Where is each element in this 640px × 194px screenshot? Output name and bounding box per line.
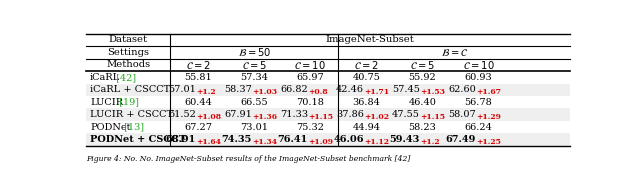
Text: 59.43: 59.43 (390, 135, 420, 144)
Text: Dataset: Dataset (109, 36, 148, 44)
Text: +1.02: +1.02 (364, 113, 390, 121)
Text: +1.67: +1.67 (477, 88, 502, 96)
Text: 58.23: 58.23 (408, 123, 436, 132)
Text: $\mathcal{C}=10$: $\mathcal{C}=10$ (294, 59, 326, 71)
Text: Figure 4: No. No. ImageNet-Subset results of the ImageNet-Subset benchmark [42]: Figure 4: No. No. ImageNet-Subset result… (86, 155, 410, 163)
Text: 55.92: 55.92 (408, 73, 436, 82)
Text: +1.12: +1.12 (364, 138, 390, 146)
Text: $\mathcal{C}=2$: $\mathcal{C}=2$ (354, 59, 379, 71)
Text: +1.2: +1.2 (420, 138, 440, 146)
Text: +1.2: +1.2 (196, 88, 216, 96)
Text: +1.15: +1.15 (308, 113, 333, 121)
Text: ImageNet-Subset: ImageNet-Subset (326, 36, 415, 44)
Text: 67.91: 67.91 (224, 110, 252, 119)
Text: 68.91: 68.91 (166, 135, 196, 144)
Text: +1.09: +1.09 (308, 138, 333, 146)
Text: PODNet: PODNet (90, 123, 131, 132)
Text: 57.34: 57.34 (241, 73, 268, 82)
Text: iCaRL: iCaRL (90, 73, 120, 82)
Bar (86, 84, 570, 96)
Text: 71.33: 71.33 (280, 110, 308, 119)
Text: $\mathcal{C}=5$: $\mathcal{C}=5$ (410, 59, 435, 71)
Text: 74.35: 74.35 (221, 135, 252, 144)
Text: PODNet + CSCCT: PODNet + CSCCT (90, 135, 186, 144)
Text: LUCIR + CSCCT: LUCIR + CSCCT (90, 110, 173, 119)
Text: 57.45: 57.45 (392, 85, 420, 94)
Text: +1.29: +1.29 (477, 113, 501, 121)
Text: +1.03: +1.03 (252, 88, 278, 96)
Text: +1.34: +1.34 (252, 138, 278, 146)
Text: 60.93: 60.93 (465, 73, 492, 82)
Bar (86, 108, 570, 121)
Text: Methods: Methods (106, 60, 150, 69)
Text: 61.52: 61.52 (168, 110, 196, 119)
Text: +1.25: +1.25 (477, 138, 501, 146)
Text: 46.06: 46.06 (333, 135, 364, 144)
Text: $\mathcal{C}=2$: $\mathcal{C}=2$ (186, 59, 211, 71)
Text: 56.78: 56.78 (465, 98, 492, 107)
Text: 57.01: 57.01 (168, 85, 196, 94)
Text: 37.86: 37.86 (336, 110, 364, 119)
Text: 76.41: 76.41 (278, 135, 308, 144)
Text: 40.75: 40.75 (353, 73, 380, 82)
Text: +1.53: +1.53 (420, 88, 445, 96)
Text: +1.15: +1.15 (420, 113, 445, 121)
Text: 42.46: 42.46 (336, 85, 364, 94)
Text: $\mathcal{B}=50$: $\mathcal{B}=50$ (237, 46, 271, 58)
Text: 58.07: 58.07 (448, 110, 476, 119)
Text: $\mathcal{C}=10$: $\mathcal{C}=10$ (463, 59, 495, 71)
Text: 65.97: 65.97 (296, 73, 324, 82)
Text: +1.08: +1.08 (196, 113, 221, 121)
Text: +1.71: +1.71 (364, 88, 390, 96)
Text: 58.37: 58.37 (224, 85, 252, 94)
Text: 44.94: 44.94 (353, 123, 380, 132)
Text: 47.55: 47.55 (392, 110, 420, 119)
Bar (86, 133, 570, 146)
Text: 70.18: 70.18 (296, 98, 324, 107)
Text: $\mathcal{B}=\mathcal{C}$: $\mathcal{B}=\mathcal{C}$ (440, 47, 468, 58)
Text: 67.49: 67.49 (445, 135, 476, 144)
Text: iCaRL + CSCCT: iCaRL + CSCCT (90, 85, 170, 94)
Text: [42]: [42] (113, 73, 136, 82)
Text: 46.40: 46.40 (408, 98, 436, 107)
Text: 66.55: 66.55 (241, 98, 268, 107)
Text: 55.81: 55.81 (184, 73, 212, 82)
Text: 66.82: 66.82 (280, 85, 308, 94)
Text: $\mathcal{C}=5$: $\mathcal{C}=5$ (242, 59, 267, 71)
Text: 73.01: 73.01 (241, 123, 268, 132)
Text: 67.27: 67.27 (184, 123, 212, 132)
Text: +0.8: +0.8 (308, 88, 328, 96)
Text: Settings: Settings (107, 48, 149, 57)
Text: +1.36: +1.36 (252, 113, 277, 121)
Text: [13]: [13] (122, 123, 145, 132)
Text: 66.24: 66.24 (465, 123, 492, 132)
Text: [19]: [19] (116, 98, 139, 107)
Text: 36.84: 36.84 (353, 98, 380, 107)
Text: LUCIR: LUCIR (90, 98, 123, 107)
Text: 62.60: 62.60 (448, 85, 476, 94)
Text: 75.32: 75.32 (296, 123, 324, 132)
Text: +1.64: +1.64 (196, 138, 221, 146)
Text: 60.44: 60.44 (184, 98, 212, 107)
